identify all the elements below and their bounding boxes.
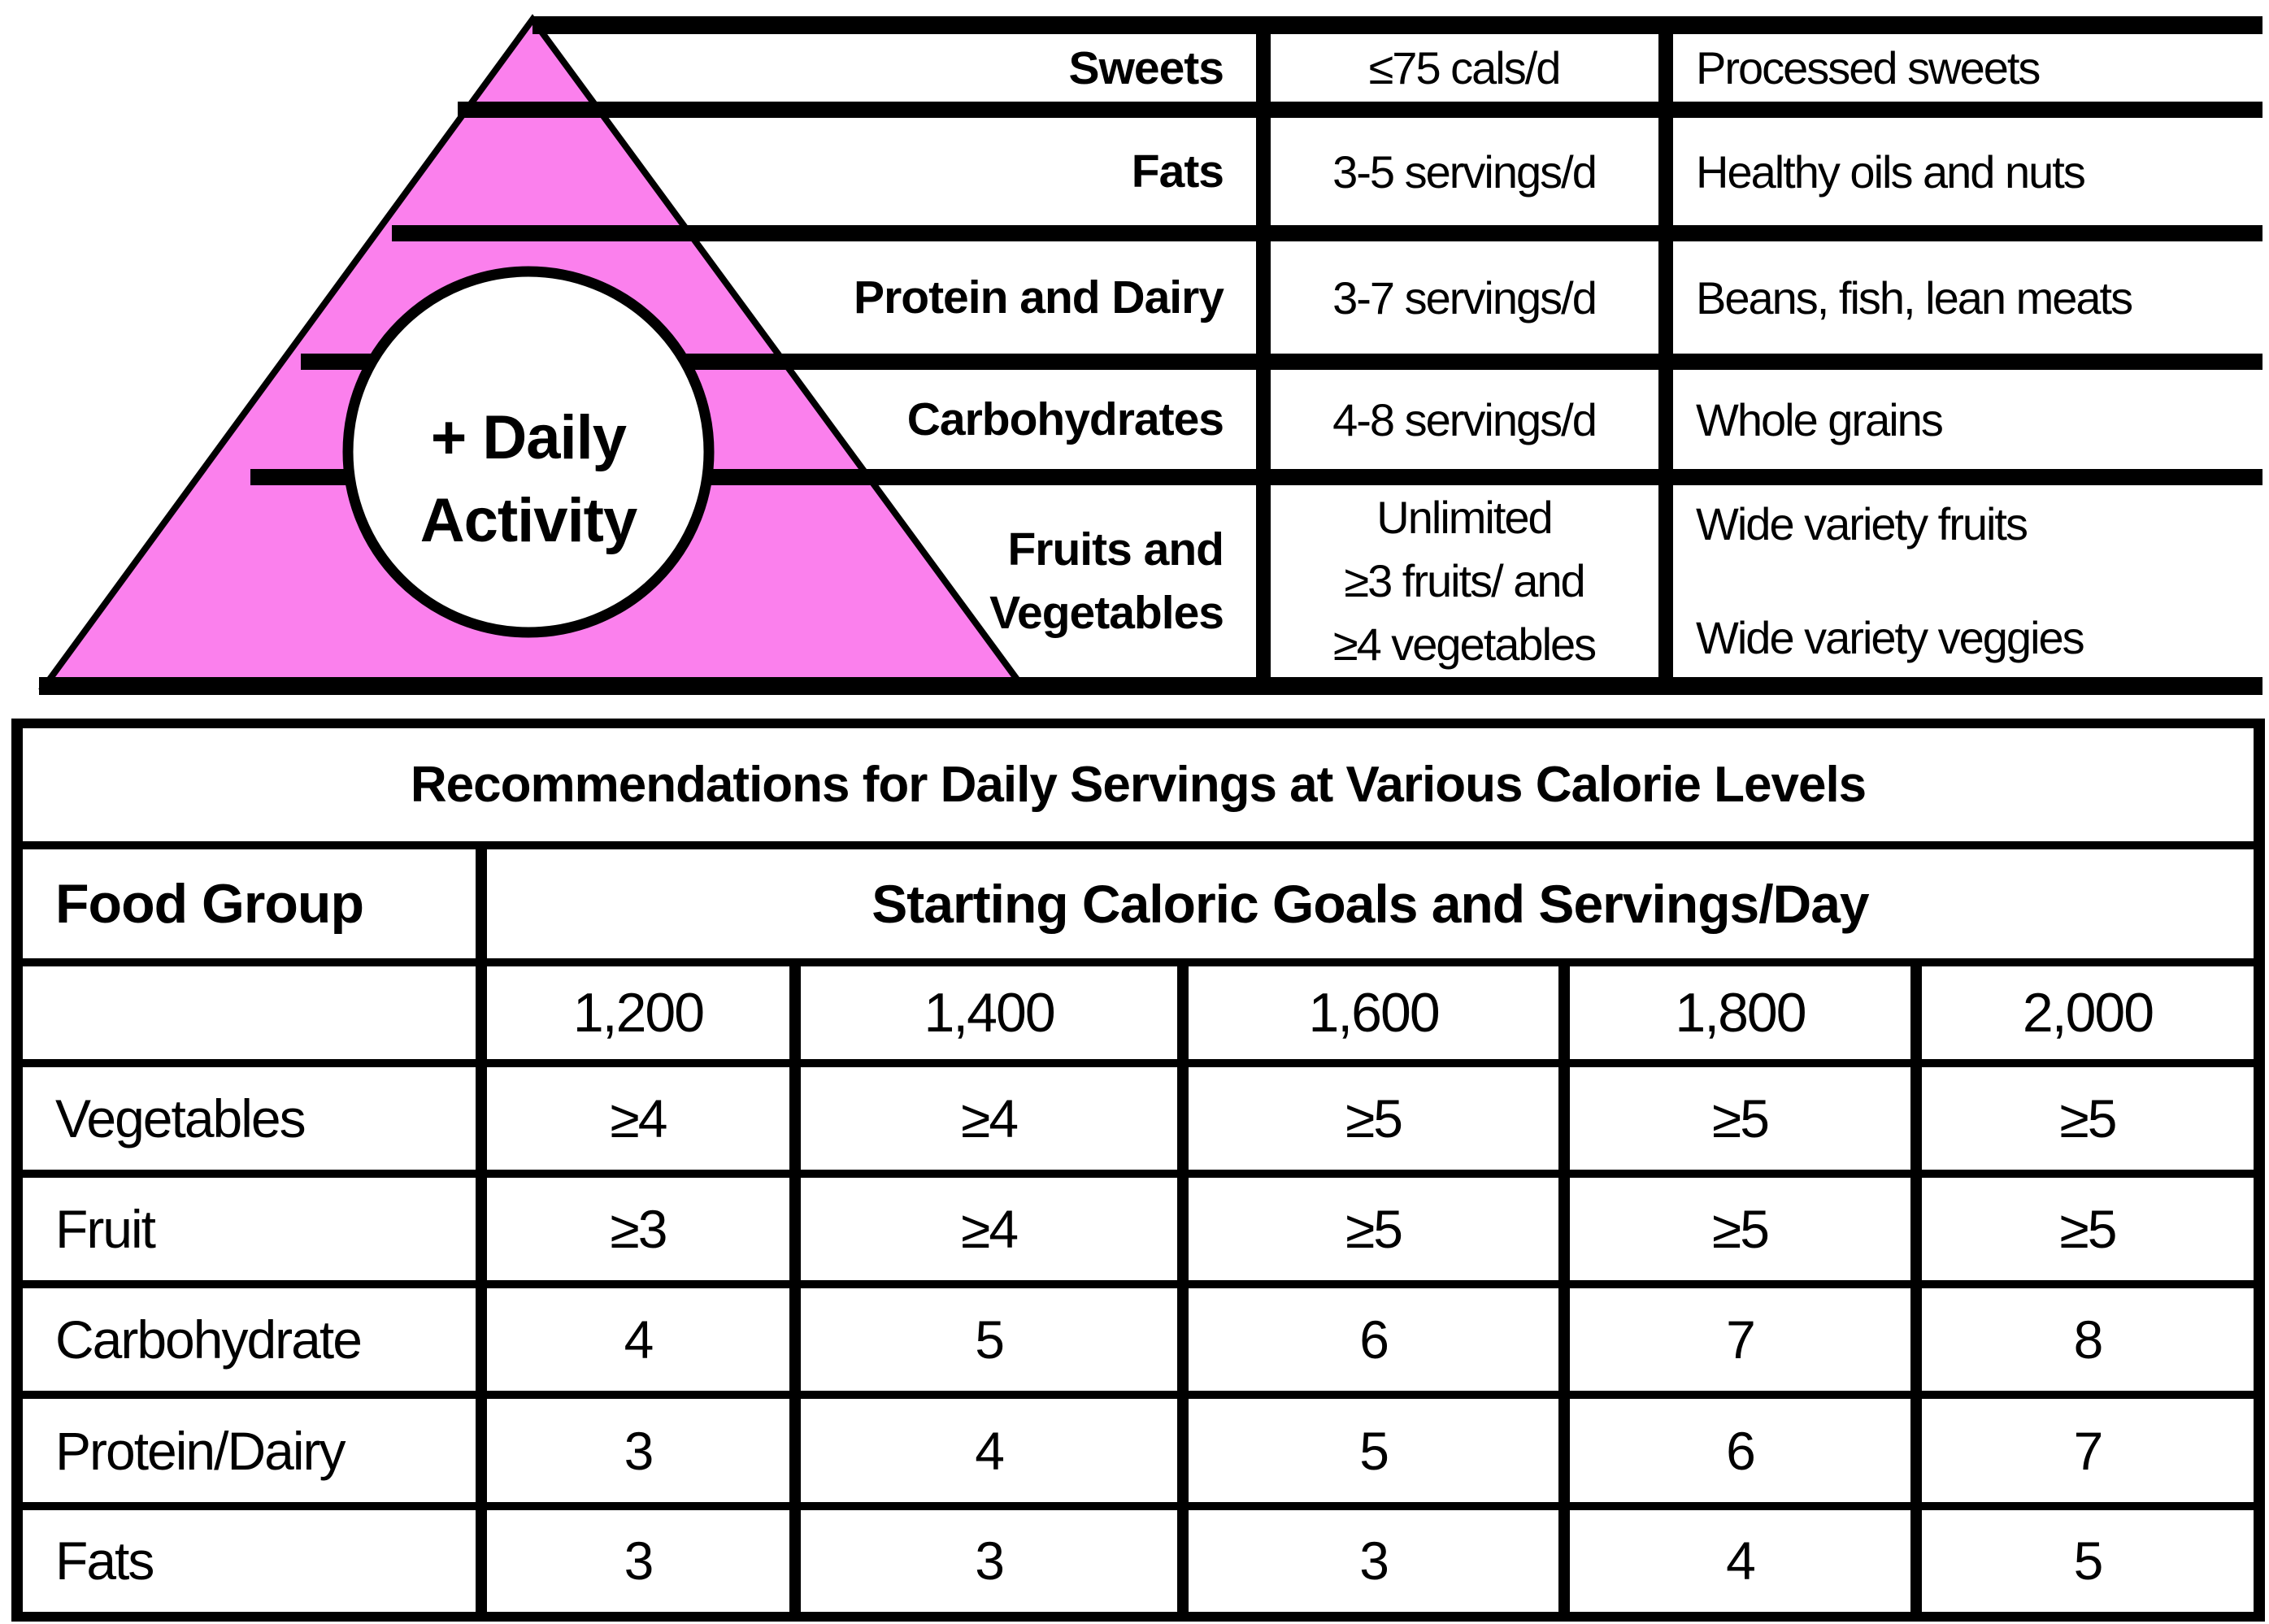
calorie-levels-row: 1,200 1,400 1,600 1,800 2,000 [11, 957, 2266, 1067]
table-title: Recommendations for Daily Servings at Va… [11, 719, 2265, 849]
table-row-fats: Fats 3 3 3 4 5 [11, 1501, 2266, 1622]
calorie-level: 2,000 [1910, 957, 2266, 1067]
level-examples-fruits-veg: Wide variety fruits Wide variety veggies [1696, 498, 2085, 663]
serving-value: ≥4 [475, 1058, 802, 1178]
serving-value: ≥4 [789, 1058, 1189, 1178]
recommendations-section: Recommendations for Daily Servings at Va… [11, 719, 2266, 1622]
table-header-row: Food Group Starting Caloric Goals and Se… [11, 840, 2266, 966]
calorie-level: 1,800 [1558, 957, 1922, 1067]
serving-value: 3 [475, 1391, 802, 1510]
table-bottom-border [39, 677, 2262, 695]
serving-value: ≥5 [1177, 1169, 1570, 1289]
level-examples-carbs: Whole grains [1696, 393, 1944, 445]
level-examples-protein: Beans, fish, lean meats [1696, 271, 2133, 323]
serving-value: ≥4 [789, 1169, 1189, 1289]
table-row-vegetables: Vegetables ≥4 ≥4 ≥5 ≥5 ≥5 [11, 1058, 2266, 1178]
calorie-level: 1,400 [789, 957, 1189, 1067]
serving-value: 5 [1177, 1391, 1570, 1510]
level-amount-protein: 3-7 servings/d [1332, 271, 1597, 323]
row-label: Protein/Dairy [11, 1391, 487, 1510]
table-row-carbohydrate: Carbohydrate 4 5 6 7 8 [11, 1280, 2266, 1400]
serving-value: 4 [475, 1280, 802, 1400]
level-label-fruits-veg: Fruits and Vegetables [989, 523, 1224, 639]
level-examples-sweets: Processed sweets [1696, 42, 2041, 93]
level-amount-carbs: 4-8 servings/d [1332, 393, 1597, 445]
level-amount-sweets: ≤75 cals/d [1368, 42, 1562, 93]
serving-value: 3 [1177, 1501, 1570, 1622]
pyramid-section: + Daily Activity Sweets ≤75 cals/d Proce… [0, 0, 2269, 719]
recommendations-table: Recommendations for Daily Servings at Va… [11, 719, 2266, 1622]
level-label-carbs: Carbohydrates [906, 393, 1224, 445]
serving-value: 6 [1558, 1391, 1922, 1510]
level-divider-sweets [458, 102, 2262, 118]
table-top-border [532, 16, 2262, 34]
level-label-fats: Fats [1131, 145, 1224, 198]
serving-value: 7 [1910, 1391, 2266, 1510]
serving-value: ≥5 [1910, 1058, 2266, 1178]
serving-value: 4 [1558, 1501, 1922, 1622]
calorie-level: 1,600 [1177, 957, 1570, 1067]
food-group-header: Food Group [11, 840, 487, 966]
serving-value: ≥5 [1910, 1169, 2266, 1289]
serving-value: 7 [1558, 1280, 1922, 1400]
serving-value: ≥5 [1177, 1058, 1570, 1178]
column-separator-2 [1658, 16, 1673, 695]
column-separator-1 [1256, 16, 1271, 695]
serving-value: 4 [789, 1391, 1189, 1510]
serving-value: 5 [1910, 1501, 2266, 1622]
empty-cell [11, 957, 487, 1067]
serving-value: 3 [789, 1501, 1189, 1622]
daily-activity-label: + Daily Activity [419, 403, 638, 555]
serving-value: ≥5 [1558, 1058, 1922, 1178]
caloric-goals-header: Starting Caloric Goals and Servings/Day [475, 840, 2266, 966]
row-label: Vegetables [11, 1058, 487, 1178]
table-row-protein-dairy: Protein/Dairy 3 4 5 6 7 [11, 1391, 2266, 1510]
calorie-level: 1,200 [475, 957, 802, 1067]
pyramid-diagram [38, 14, 2262, 695]
row-label: Carbohydrate [11, 1280, 487, 1400]
table-row-fruit: Fruit ≥3 ≥4 ≥5 ≥5 ≥5 [11, 1169, 2266, 1289]
serving-value: ≥5 [1558, 1169, 1922, 1289]
table-title-row: Recommendations for Daily Servings at Va… [11, 719, 2265, 849]
serving-value: 5 [789, 1280, 1189, 1400]
level-divider-fats [392, 225, 2262, 241]
serving-value: 3 [475, 1501, 802, 1622]
row-label: Fruit [11, 1169, 487, 1289]
level-label-sweets: Sweets [1068, 41, 1224, 94]
serving-value: 6 [1177, 1280, 1570, 1400]
serving-value: ≥3 [475, 1169, 802, 1289]
row-label: Fats [11, 1501, 487, 1622]
serving-value: 8 [1910, 1280, 2266, 1400]
level-examples-fats: Healthy oils and nuts [1696, 145, 2086, 198]
level-label-protein: Protein and Dairy [854, 271, 1224, 323]
level-amount-fats: 3-5 servings/d [1332, 145, 1597, 198]
level-divider-protein [301, 354, 2262, 370]
level-amount-fruits-veg: Unlimited ≥3 fruits/ and ≥4 vegetables [1332, 492, 1597, 670]
daily-activity-circle [342, 266, 715, 638]
